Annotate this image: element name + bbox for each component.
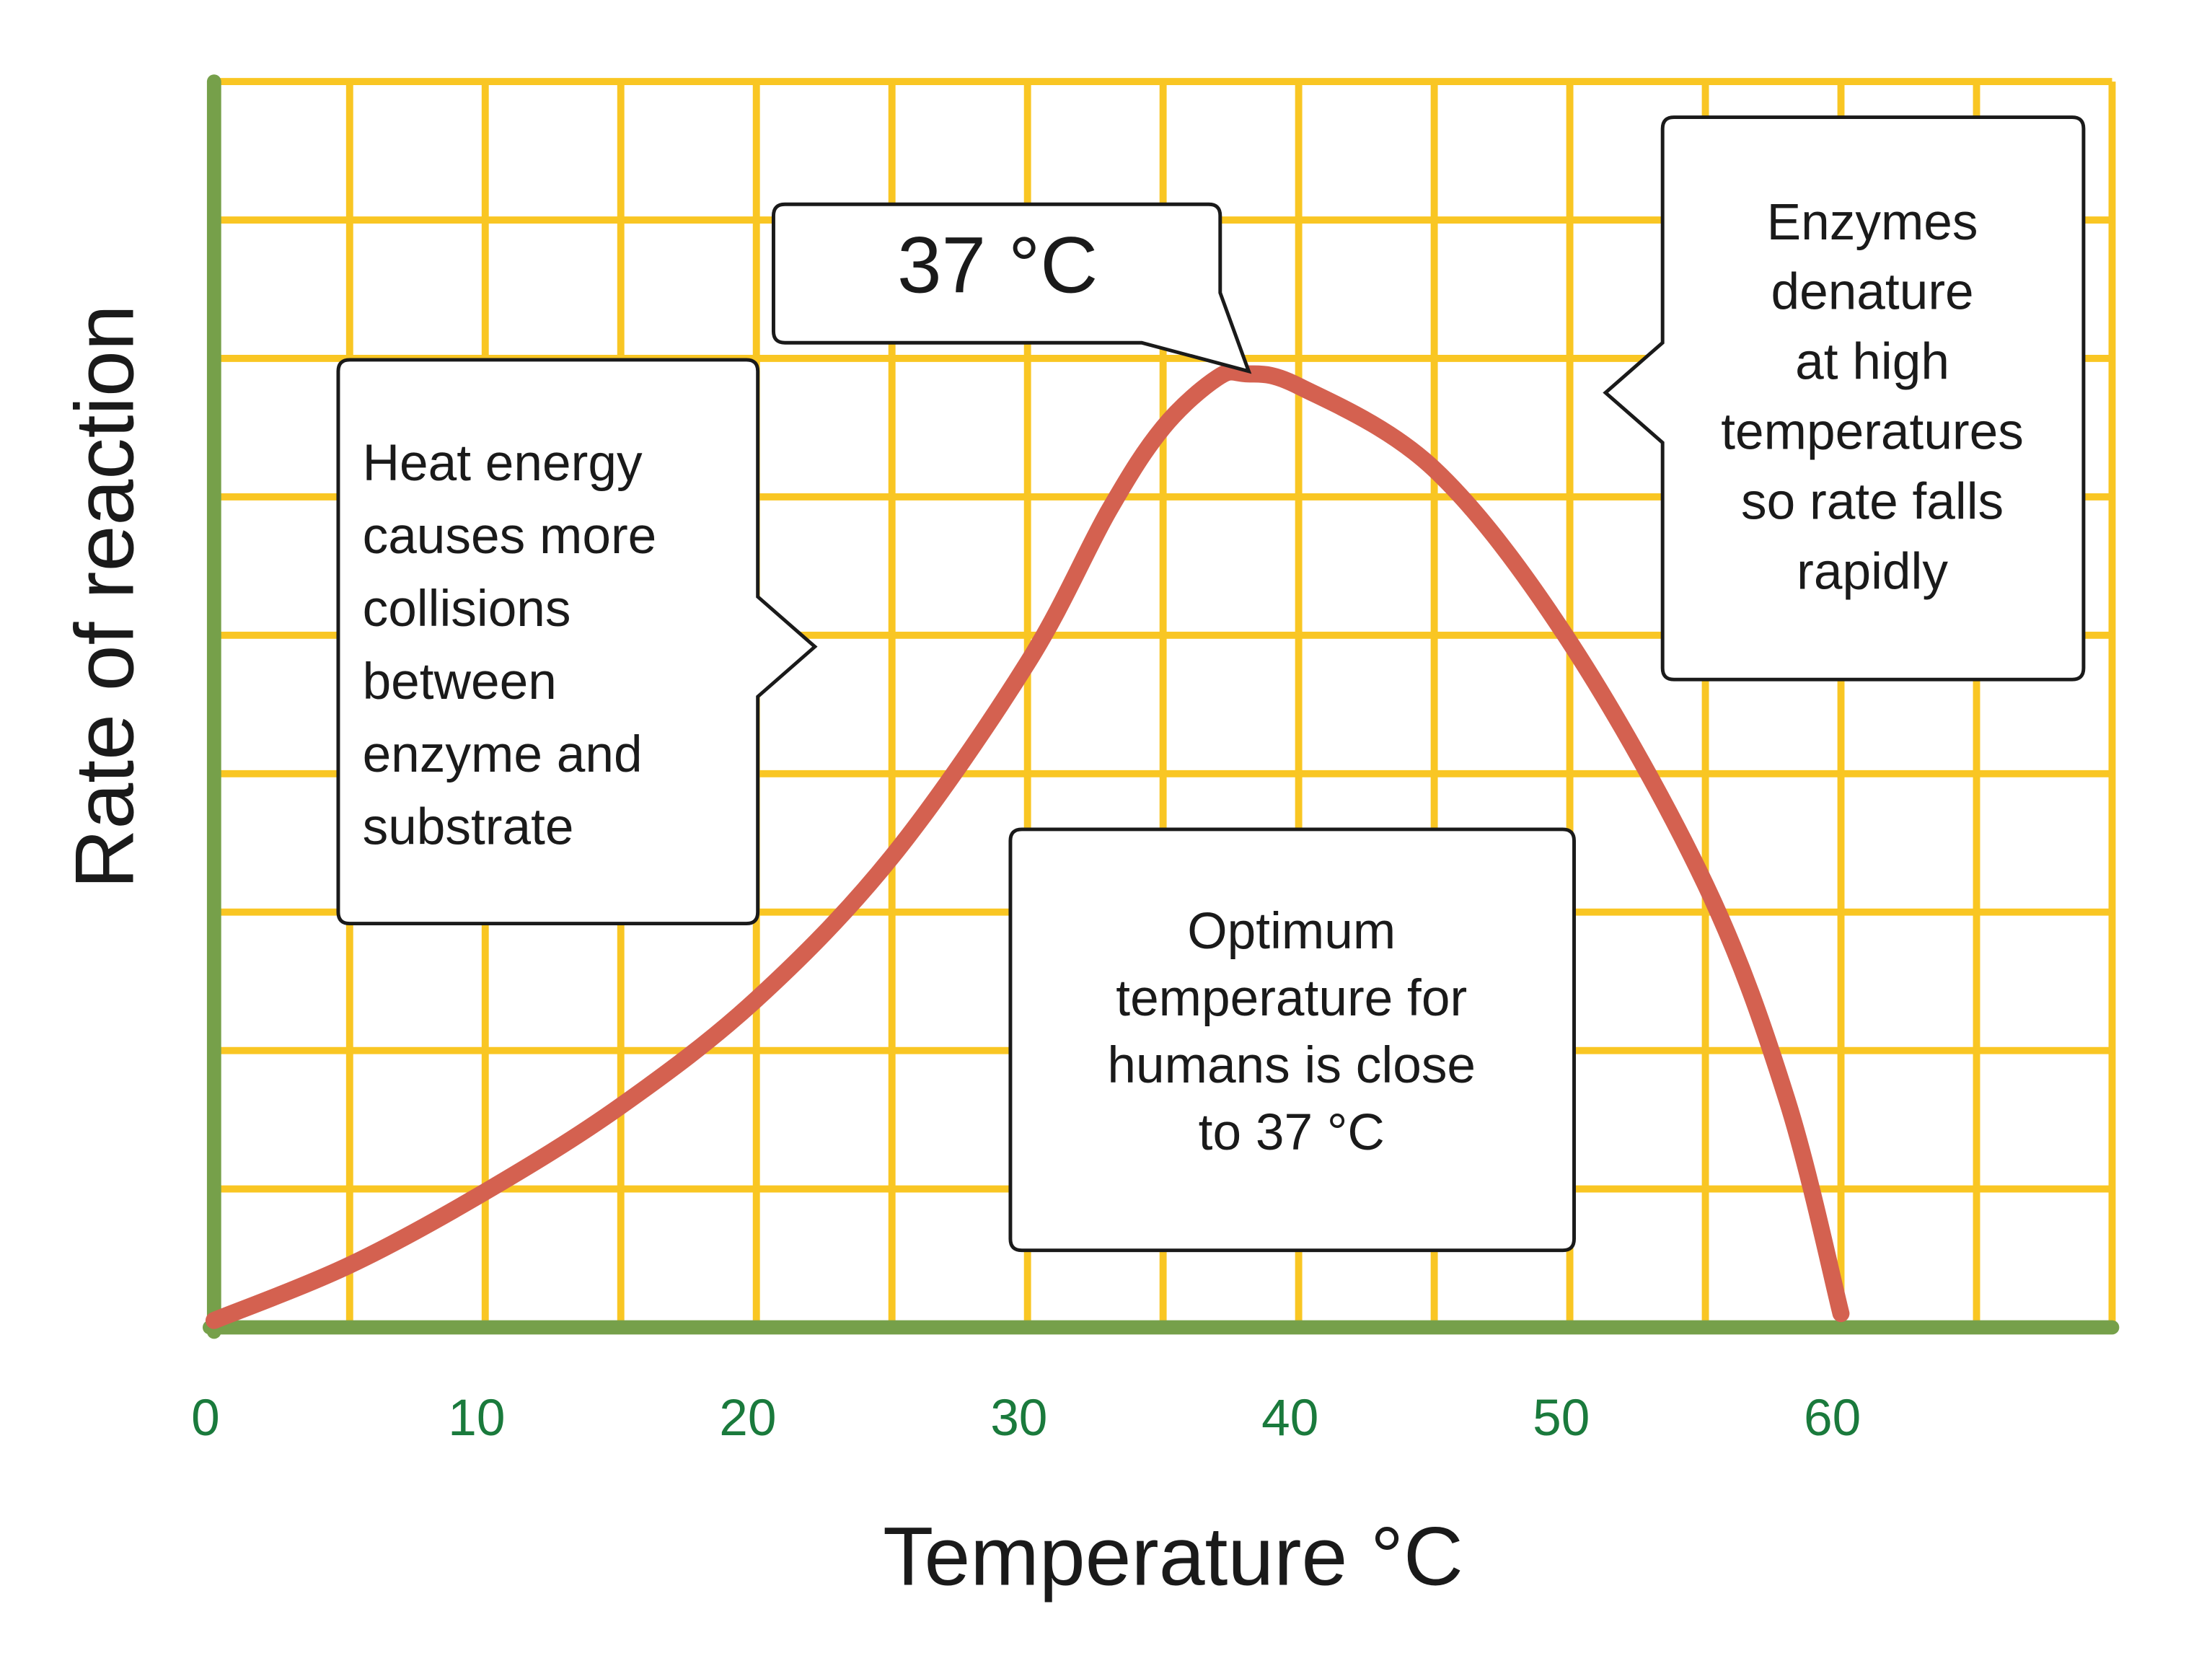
callout-box — [1603, 115, 2086, 682]
annotation-text: so rate falls — [1741, 474, 2004, 531]
x-tick-label: 0 — [191, 1390, 220, 1447]
x-tick-label: 60 — [1804, 1390, 1861, 1447]
callout-box — [771, 202, 1252, 374]
annotation-text: substrate — [363, 799, 574, 856]
annotation-text: to 37 °C — [1199, 1104, 1385, 1161]
plot — [205, 363, 1850, 1329]
annotation-text: humans is close — [1107, 1037, 1476, 1094]
x-tick-label: 50 — [1533, 1390, 1590, 1447]
annotation-text: 37 °C — [897, 221, 1098, 310]
callout-box — [1008, 827, 1576, 1253]
annotation-text: between — [363, 653, 557, 710]
y-axis-title: Rate of reaction — [59, 304, 151, 889]
annotation-text: at high — [1795, 334, 1949, 391]
annotation-text: Enzymes — [1767, 194, 1978, 251]
annotation-text: temperatures — [1721, 404, 2024, 461]
annotation-text: rapidly — [1797, 544, 1948, 601]
annotation-text: causes more — [363, 508, 657, 565]
data-line — [205, 363, 1850, 1329]
callout-box — [336, 358, 818, 926]
x-axis-title: Temperature °C — [883, 1510, 1463, 1603]
x-tick-label: 20 — [719, 1390, 776, 1447]
x-tick-label: 10 — [448, 1390, 505, 1447]
annotation-text: Heat energy — [363, 435, 643, 492]
x-tick-label: 30 — [990, 1390, 1047, 1447]
annotation-text: denature — [1771, 264, 1973, 321]
annotations: Heat energy causes more collisions between e… — [363, 194, 2024, 1161]
annotation-text: enzyme and — [363, 726, 643, 783]
annotation-text: collisions — [363, 581, 571, 638]
annotation-text: temperature for — [1116, 970, 1467, 1027]
axes: 0 10 20 30 40 50 60 — [191, 74, 2120, 1447]
x-tick-label: 40 — [1261, 1390, 1318, 1447]
annotation-text: Optimum — [1187, 903, 1396, 960]
